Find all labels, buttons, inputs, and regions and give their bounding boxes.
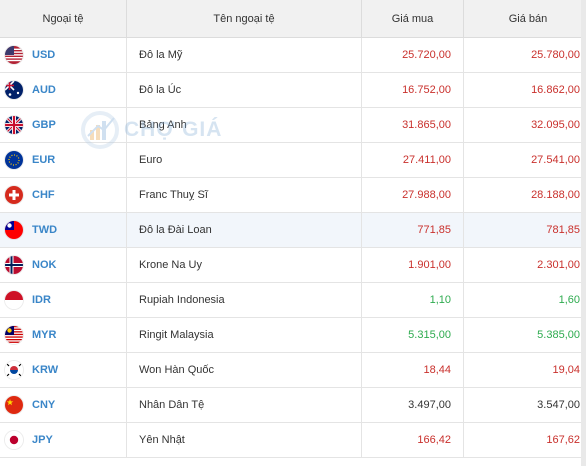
table-row[interactable]: CHF Franc Thuỵ Sĩ 27.988,00 28.188,00	[0, 177, 586, 213]
currency-code[interactable]: KRW	[32, 364, 59, 376]
table-row[interactable]: USD Đô la Mỹ 25.720,00 25.780,00	[0, 37, 586, 73]
currency-name: Franc Thuỵ Sĩ	[126, 177, 362, 213]
sell-price: 781,85	[463, 212, 586, 248]
buy-price: 31.865,00	[361, 107, 464, 143]
gb-flag-icon	[5, 116, 23, 134]
kr-flag-icon	[5, 361, 23, 379]
table-row[interactable]: EUR Euro 27.411,00 27.541,00	[0, 142, 586, 178]
tw-flag-icon	[5, 221, 23, 239]
table-row[interactable]: NOK Krone Na Uy 1.901,00 2.301,00	[0, 247, 586, 283]
currency-code[interactable]: JPY	[32, 434, 53, 446]
currency-code[interactable]: CNY	[32, 399, 56, 411]
header-sell[interactable]: Giá bán	[463, 0, 586, 38]
currency-code[interactable]: MYR	[32, 329, 57, 341]
buy-price: 27.411,00	[361, 142, 464, 178]
currency-code[interactable]: IDR	[32, 294, 51, 306]
sell-price: 16.862,00	[463, 72, 586, 108]
currency-code[interactable]: AUD	[32, 84, 56, 96]
table-row[interactable]: AUD Đô la Úc 16.752,00 16.862,00	[0, 72, 586, 108]
currency-code-cell: EUR	[0, 142, 127, 178]
buy-price: 5.315,00	[361, 317, 464, 353]
sell-price: 2.301,00	[463, 247, 586, 283]
table-row[interactable]: KRW Won Hàn Quốc 18,44 19,04	[0, 352, 586, 388]
sell-price: 32.095,00	[463, 107, 586, 143]
table-row[interactable]: JPY Yên Nhật 166,42 167,62	[0, 422, 586, 458]
table-row[interactable]: IDR Rupiah Indonesia 1,10 1,60	[0, 282, 586, 318]
currency-code-cell: JPY	[0, 422, 127, 458]
buy-price: 18,44	[361, 352, 464, 388]
currency-code-cell: TWD	[0, 212, 127, 248]
sell-price: 1,60	[463, 282, 586, 318]
currency-name: Đô la Úc	[126, 72, 362, 108]
currency-name: Rupiah Indonesia	[126, 282, 362, 318]
header-name[interactable]: Tên ngoại tệ	[126, 0, 362, 38]
currency-name: Ringit Malaysia	[126, 317, 362, 353]
currency-name: Nhân Dân Tệ	[126, 387, 362, 423]
currency-code-cell: CHF	[0, 177, 127, 213]
buy-price: 166,42	[361, 422, 464, 458]
table-row[interactable]: MYR Ringit Malaysia 5.315,00 5.385,00	[0, 317, 586, 353]
currency-code[interactable]: GBP	[32, 119, 56, 131]
currency-code[interactable]: CHF	[32, 189, 55, 201]
us-flag-icon	[5, 46, 23, 64]
currency-name: Yên Nhật	[126, 422, 362, 458]
currency-name: Đô la Mỹ	[126, 37, 362, 73]
currency-code[interactable]: USD	[32, 49, 56, 61]
currency-name: Won Hàn Quốc	[126, 352, 362, 388]
currency-code-cell: AUD	[0, 72, 127, 108]
buy-price: 3.497,00	[361, 387, 464, 423]
table-row[interactable]: CNY Nhân Dân Tệ 3.497,00 3.547,00	[0, 387, 586, 423]
sell-price: 3.547,00	[463, 387, 586, 423]
sell-price: 28.188,00	[463, 177, 586, 213]
currency-name: Euro	[126, 142, 362, 178]
my-flag-icon	[5, 326, 23, 344]
ch-flag-icon	[5, 186, 23, 204]
currency-name: Đô la Đài Loan	[126, 212, 362, 248]
currency-code[interactable]: NOK	[32, 259, 57, 271]
no-flag-icon	[5, 256, 23, 274]
currency-code-cell: CNY	[0, 387, 127, 423]
currency-code-cell: NOK	[0, 247, 127, 283]
table-row[interactable]: TWD Đô la Đài Loan 771,85 781,85	[0, 212, 586, 248]
buy-price: 771,85	[361, 212, 464, 248]
sell-price: 5.385,00	[463, 317, 586, 353]
sell-price: 25.780,00	[463, 37, 586, 73]
au-flag-icon	[5, 81, 23, 99]
header-row: Ngoại tệ Tên ngoại tệ Giá mua Giá bán	[0, 0, 586, 38]
currency-name: Krone Na Uy	[126, 247, 362, 283]
buy-price: 1.901,00	[361, 247, 464, 283]
buy-price: 25.720,00	[361, 37, 464, 73]
buy-price: 1,10	[361, 282, 464, 318]
sell-price: 167,62	[463, 422, 586, 458]
header-code[interactable]: Ngoại tệ	[0, 0, 127, 38]
jp-flag-icon	[5, 431, 23, 449]
scrollbar[interactable]	[581, 0, 586, 466]
buy-price: 27.988,00	[361, 177, 464, 213]
header-buy[interactable]: Giá mua	[361, 0, 464, 38]
currency-name: Bảng Anh	[126, 107, 362, 143]
id-flag-icon	[5, 291, 23, 309]
buy-price: 16.752,00	[361, 72, 464, 108]
sell-price: 19,04	[463, 352, 586, 388]
currency-code-cell: IDR	[0, 282, 127, 318]
sell-price: 27.541,00	[463, 142, 586, 178]
currency-code[interactable]: EUR	[32, 154, 56, 166]
currency-code-cell: GBP	[0, 107, 127, 143]
currency-code-cell: USD	[0, 37, 127, 73]
currency-code-cell: MYR	[0, 317, 127, 353]
currency-code-cell: KRW	[0, 352, 127, 388]
eu-flag-icon	[5, 151, 23, 169]
table-row[interactable]: GBP Bảng Anh 31.865,00 32.095,00	[0, 107, 586, 143]
currency-code[interactable]: TWD	[32, 224, 58, 236]
cn-flag-icon	[5, 396, 23, 414]
